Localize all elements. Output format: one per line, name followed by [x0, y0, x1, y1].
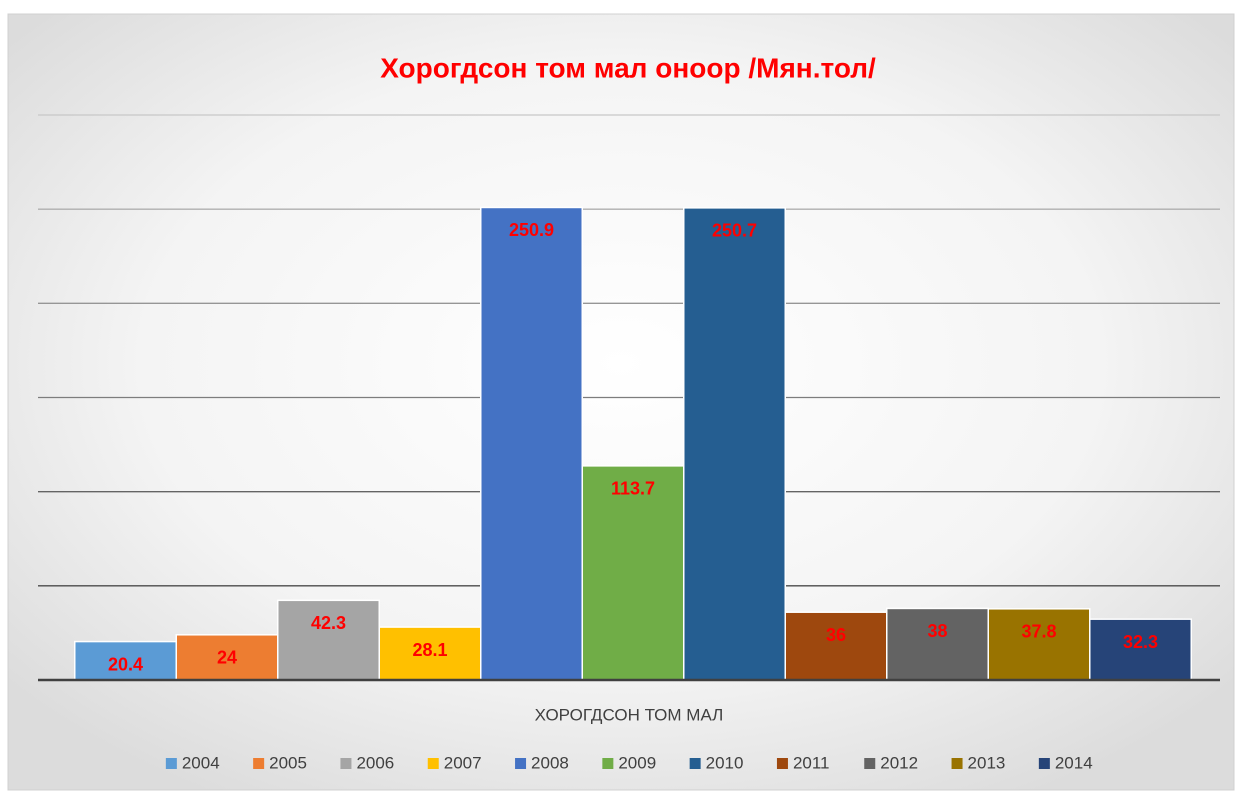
- bar: [987, 608, 1091, 681]
- legend-label: 2013: [968, 753, 1006, 772]
- legend-swatch: [864, 758, 876, 769]
- legend-label: 2009: [618, 753, 656, 772]
- bar: [277, 599, 380, 681]
- legend-swatch: [515, 758, 527, 769]
- chart-title: Хорогдсон том мал оноор /Мян.тол/: [380, 52, 876, 83]
- legend-label: 2011: [793, 753, 830, 772]
- data-label: 38: [927, 621, 947, 641]
- bar: [74, 640, 177, 681]
- legend-swatch: [427, 758, 439, 769]
- legend-swatch: [340, 758, 352, 769]
- data-label: 36: [826, 625, 846, 645]
- data-label: 28.1: [412, 640, 447, 660]
- bar: [175, 634, 279, 681]
- legend-swatch: [165, 758, 177, 769]
- bar: [480, 206, 583, 681]
- data-label: 250.7: [712, 221, 757, 241]
- data-label: 113.7: [611, 479, 655, 499]
- x-tick-label: ХОРОГДСОН ТОМ МАЛ: [535, 705, 724, 724]
- legend-swatch: [689, 758, 701, 769]
- legend-swatch: [776, 758, 788, 769]
- legend-label: 2006: [356, 753, 394, 772]
- bar: [683, 207, 786, 681]
- data-label: 24: [217, 648, 237, 668]
- legend-label: 2005: [269, 753, 307, 772]
- bar: [784, 611, 888, 681]
- legend-label: 2008: [531, 753, 569, 772]
- data-label: 20.4: [108, 654, 143, 674]
- bar: [581, 465, 685, 681]
- data-label: 250.9: [509, 220, 554, 240]
- bar: [886, 607, 989, 681]
- bar: [1089, 618, 1192, 681]
- legend-label: 2014: [1055, 753, 1093, 772]
- data-label: 42.3: [311, 613, 346, 633]
- data-label: 32.3: [1123, 632, 1158, 652]
- legend-swatch: [951, 758, 963, 769]
- legend-label: 2007: [444, 753, 482, 772]
- legend-swatch: [602, 758, 614, 769]
- legend-swatch: [253, 758, 265, 769]
- data-label: 37.8: [1021, 622, 1056, 642]
- legend-label: 2010: [706, 753, 744, 772]
- bar: [378, 626, 482, 681]
- legend-label: 2004: [182, 753, 220, 772]
- legend-swatch: [1038, 758, 1050, 769]
- legend-label: 2012: [880, 753, 918, 772]
